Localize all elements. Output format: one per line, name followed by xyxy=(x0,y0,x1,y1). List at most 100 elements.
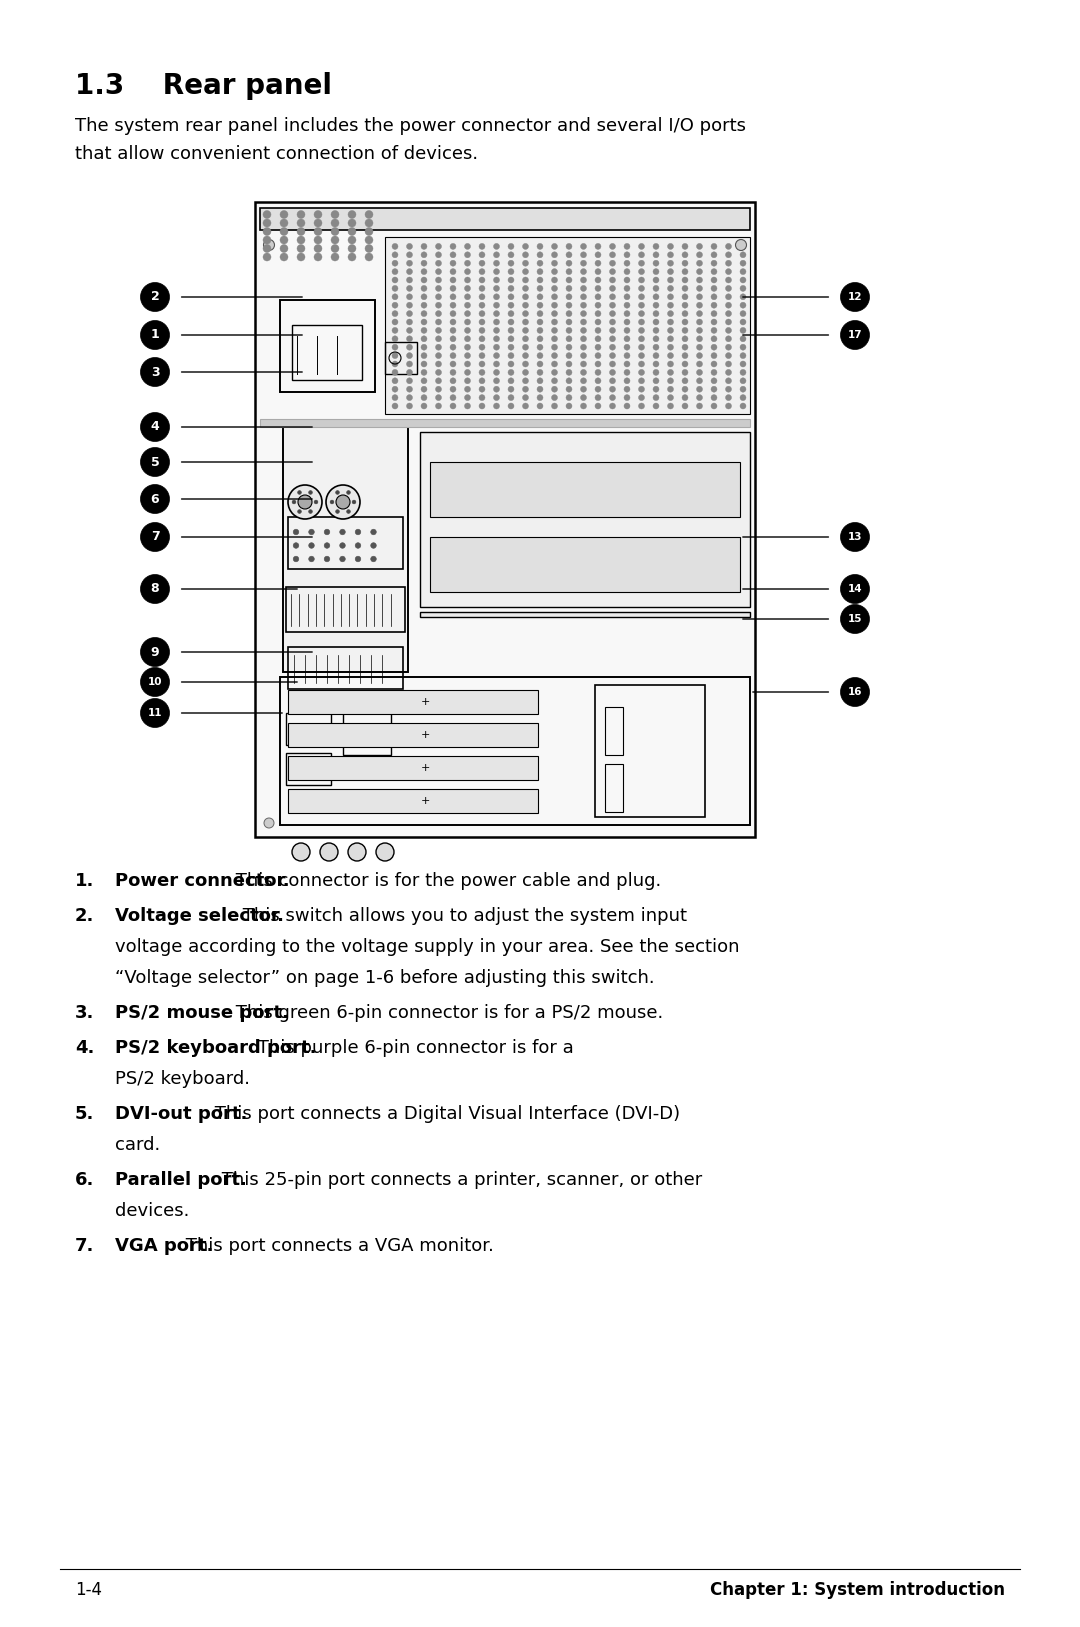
Ellipse shape xyxy=(309,556,314,561)
Ellipse shape xyxy=(726,369,731,376)
Ellipse shape xyxy=(523,327,528,334)
Ellipse shape xyxy=(435,403,442,408)
Ellipse shape xyxy=(624,353,630,358)
Ellipse shape xyxy=(450,327,456,334)
Ellipse shape xyxy=(280,220,288,228)
Ellipse shape xyxy=(480,260,485,267)
Ellipse shape xyxy=(347,509,350,514)
Text: devices.: devices. xyxy=(114,1202,189,1220)
Ellipse shape xyxy=(523,335,528,342)
Ellipse shape xyxy=(609,285,616,291)
Ellipse shape xyxy=(595,353,600,358)
Ellipse shape xyxy=(435,311,442,317)
Ellipse shape xyxy=(537,319,543,325)
Ellipse shape xyxy=(406,277,413,283)
Ellipse shape xyxy=(494,268,499,275)
Ellipse shape xyxy=(653,327,659,334)
Ellipse shape xyxy=(740,403,746,408)
Ellipse shape xyxy=(450,252,456,257)
Ellipse shape xyxy=(537,294,543,299)
Ellipse shape xyxy=(537,327,543,334)
Ellipse shape xyxy=(494,369,499,376)
Ellipse shape xyxy=(595,268,600,275)
Ellipse shape xyxy=(552,260,557,267)
Ellipse shape xyxy=(740,369,746,376)
Ellipse shape xyxy=(330,210,339,218)
Ellipse shape xyxy=(392,285,399,291)
Ellipse shape xyxy=(697,345,702,350)
Ellipse shape xyxy=(552,327,557,334)
Ellipse shape xyxy=(435,244,442,249)
Ellipse shape xyxy=(480,311,485,317)
Ellipse shape xyxy=(292,843,310,861)
Ellipse shape xyxy=(624,303,630,308)
Ellipse shape xyxy=(480,335,485,342)
Ellipse shape xyxy=(580,335,586,342)
Ellipse shape xyxy=(365,244,373,252)
Bar xyxy=(286,587,405,631)
Ellipse shape xyxy=(494,311,499,317)
Ellipse shape xyxy=(406,361,413,368)
Ellipse shape xyxy=(280,244,288,252)
Ellipse shape xyxy=(435,268,442,275)
Ellipse shape xyxy=(330,220,339,228)
Ellipse shape xyxy=(508,260,514,267)
Ellipse shape xyxy=(537,303,543,308)
Ellipse shape xyxy=(450,345,456,350)
Ellipse shape xyxy=(726,361,731,368)
Text: 3.: 3. xyxy=(75,1004,94,1022)
Ellipse shape xyxy=(464,252,471,257)
Ellipse shape xyxy=(140,698,170,727)
Ellipse shape xyxy=(406,260,413,267)
Ellipse shape xyxy=(421,403,427,408)
Ellipse shape xyxy=(340,543,346,548)
Ellipse shape xyxy=(711,268,717,275)
Ellipse shape xyxy=(638,252,645,257)
Ellipse shape xyxy=(667,244,674,249)
Ellipse shape xyxy=(508,345,514,350)
Ellipse shape xyxy=(523,369,528,376)
Ellipse shape xyxy=(609,319,616,325)
Ellipse shape xyxy=(735,239,746,251)
Ellipse shape xyxy=(365,220,373,228)
Ellipse shape xyxy=(494,395,499,400)
Ellipse shape xyxy=(552,285,557,291)
Bar xyxy=(260,208,750,229)
Ellipse shape xyxy=(537,285,543,291)
Ellipse shape xyxy=(681,395,688,400)
Ellipse shape xyxy=(638,395,645,400)
Ellipse shape xyxy=(609,244,616,249)
Ellipse shape xyxy=(435,395,442,400)
Ellipse shape xyxy=(421,395,427,400)
Ellipse shape xyxy=(293,529,299,535)
Ellipse shape xyxy=(450,277,456,283)
Ellipse shape xyxy=(421,386,427,392)
Ellipse shape xyxy=(450,260,456,267)
Text: +: + xyxy=(420,731,430,740)
Ellipse shape xyxy=(726,260,731,267)
Ellipse shape xyxy=(435,277,442,283)
Ellipse shape xyxy=(140,321,170,350)
Ellipse shape xyxy=(376,843,394,861)
Ellipse shape xyxy=(609,303,616,308)
Ellipse shape xyxy=(726,345,731,350)
Ellipse shape xyxy=(464,277,471,283)
Ellipse shape xyxy=(638,260,645,267)
Ellipse shape xyxy=(552,244,557,249)
Ellipse shape xyxy=(697,294,702,299)
Ellipse shape xyxy=(450,377,456,384)
Ellipse shape xyxy=(523,403,528,408)
Text: 4.: 4. xyxy=(75,1040,94,1058)
Ellipse shape xyxy=(681,277,688,283)
Ellipse shape xyxy=(309,509,312,514)
Ellipse shape xyxy=(537,361,543,368)
Ellipse shape xyxy=(140,522,170,552)
Ellipse shape xyxy=(681,303,688,308)
Ellipse shape xyxy=(667,361,674,368)
Ellipse shape xyxy=(595,345,600,350)
Ellipse shape xyxy=(609,386,616,392)
Ellipse shape xyxy=(711,244,717,249)
Ellipse shape xyxy=(406,268,413,275)
Ellipse shape xyxy=(365,228,373,236)
Ellipse shape xyxy=(681,260,688,267)
